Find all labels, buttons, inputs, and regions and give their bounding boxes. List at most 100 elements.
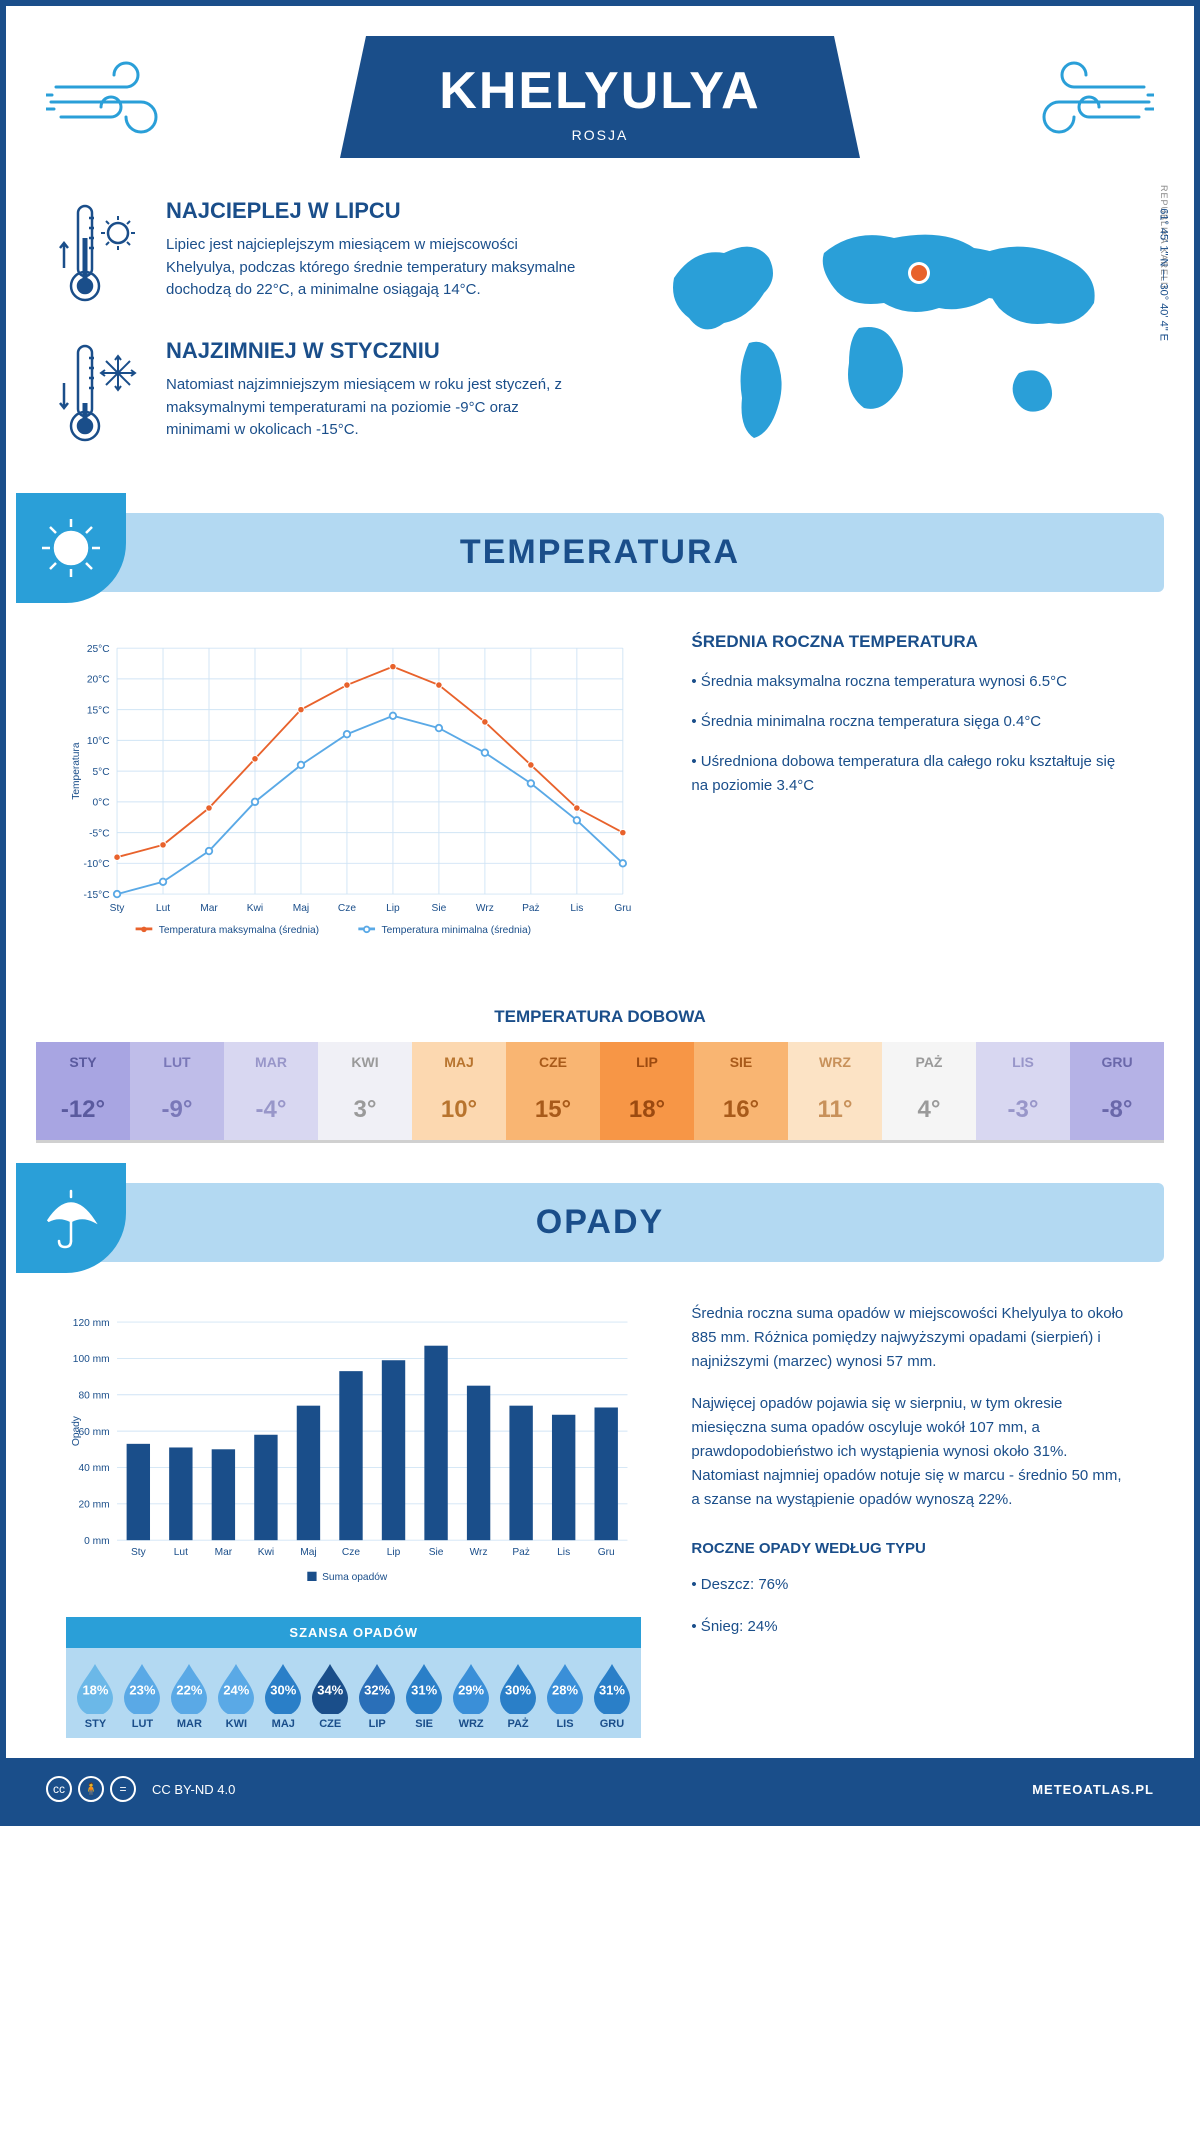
svg-text:40 mm: 40 mm [78,1463,109,1474]
license-text: CC BY-ND 4.0 [152,1782,235,1797]
chance-cell: 23% LUT [119,1660,166,1730]
wind-icon-right [1014,47,1154,147]
precip-snow: • Śnieg: 24% [691,1615,1134,1639]
chance-cell: 34% CZE [307,1660,354,1730]
month-cell: STY-12° [36,1042,130,1140]
svg-text:80 mm: 80 mm [78,1390,109,1401]
svg-text:15°C: 15°C [87,705,110,716]
svg-text:-10°C: -10°C [83,859,109,870]
wind-icon-left [46,47,186,147]
svg-text:Maj: Maj [300,1547,316,1558]
svg-text:Temperatura maksymalna (średni: Temperatura maksymalna (średnia) [159,925,319,936]
month-cell: LUT-9° [130,1042,224,1140]
umbrella-icon [16,1163,126,1273]
svg-text:Cze: Cze [338,903,356,914]
chance-cell: 22% MAR [166,1660,213,1730]
month-cell: KWI3° [318,1042,412,1140]
precipitation-bar-chart: 0 mm20 mm40 mm60 mm80 mm100 mm120 mmOpad… [66,1302,641,1607]
raindrop-icon: 23% [120,1660,164,1714]
svg-text:Mar: Mar [200,903,218,914]
svg-text:-15°C: -15°C [83,890,109,901]
temp-info-p1: • Średnia maksymalna roczna temperatura … [691,670,1134,694]
raindrop-icon: 28% [543,1660,587,1714]
raindrop-icon: 31% [590,1660,634,1714]
svg-text:Lip: Lip [386,903,400,914]
svg-text:0 mm: 0 mm [84,1536,109,1547]
svg-text:Lip: Lip [387,1547,401,1558]
page-subtitle: ROSJA [400,127,800,143]
svg-text:10°C: 10°C [87,736,110,747]
precipitation-heading: OPADY [56,1203,1144,1242]
license-block: cc 🧍 = CC BY-ND 4.0 [46,1776,235,1802]
coldest-text: Natomiast najzimniejszym miesiącem w rok… [166,374,584,442]
svg-text:Suma opadów: Suma opadów [322,1572,388,1583]
svg-text:-5°C: -5°C [89,828,109,839]
svg-text:Wrz: Wrz [470,1547,488,1558]
raindrop-icon: 31% [402,1660,446,1714]
world-map-block: REPUBLIKA KARELII 61° 45' 1" N — 30° 40'… [624,198,1144,483]
chance-cell: 29% WRZ [448,1660,495,1730]
month-cell: MAR-4° [224,1042,318,1140]
raindrop-icon: 32% [355,1660,399,1714]
precip-info-p2: Najwięcej opadów pojawia się w sierpniu,… [691,1392,1134,1512]
raindrop-icon: 30% [261,1660,305,1714]
temp-info-p3: • Uśredniona dobowa temperatura dla całe… [691,750,1134,798]
svg-text:Lis: Lis [570,903,583,914]
svg-text:Lis: Lis [557,1547,570,1558]
svg-text:Sty: Sty [131,1547,147,1558]
raindrop-icon: 18% [73,1660,117,1714]
thermometer-cold-icon [56,338,146,453]
svg-text:Kwi: Kwi [247,903,263,914]
month-cell: PAŻ4° [882,1042,976,1140]
chance-cell: 28% LIS [542,1660,589,1730]
svg-text:Sty: Sty [110,903,126,914]
svg-text:Temperatura minimalna (średnia: Temperatura minimalna (średnia) [382,925,531,936]
chance-of-precip-row: 18% STY 23% LUT 22% MAR 24% KWI 30% MAJ [66,1648,641,1738]
temp-info-heading: ŚREDNIA ROCZNA TEMPERATURA [691,632,1134,652]
by-icon: 🧍 [78,1776,104,1802]
svg-text:120 mm: 120 mm [73,1318,110,1329]
month-cell: SIE16° [694,1042,788,1140]
svg-text:Opady: Opady [71,1415,82,1446]
month-cell: LIS-3° [976,1042,1070,1140]
chance-cell: 30% MAJ [260,1660,307,1730]
warmest-heading: NAJCIEPLEJ W LIPCU [166,198,584,224]
chance-heading: SZANSA OPADÓW [66,1617,641,1648]
chance-cell: 31% GRU [588,1660,635,1730]
intro-section: NAJCIEPLEJ W LIPCU Lipiec jest najcieple… [6,178,1194,513]
svg-text:Kwi: Kwi [258,1547,274,1558]
svg-text:Gru: Gru [598,1547,615,1558]
svg-text:Lut: Lut [156,903,170,914]
header: KHELYULYA ROSJA [6,6,1194,178]
svg-text:100 mm: 100 mm [73,1354,110,1365]
chance-cell: 18% STY [72,1660,119,1730]
warmest-block: NAJCIEPLEJ W LIPCU Lipiec jest najcieple… [56,198,584,313]
sun-icon [16,493,126,603]
precipitation-info: Średnia roczna suma opadów w miejscowośc… [691,1302,1134,1738]
svg-text:Maj: Maj [293,903,309,914]
precip-info-p1: Średnia roczna suma opadów w miejscowośc… [691,1302,1134,1374]
svg-text:25°C: 25°C [87,644,110,655]
month-cell: LIP18° [600,1042,694,1140]
nd-icon: = [110,1776,136,1802]
site-label: METEOATLAS.PL [1032,1782,1154,1797]
precip-rain: • Deszcz: 76% [691,1573,1134,1597]
warmest-text: Lipiec jest najcieplejszym miesiącem w m… [166,234,584,302]
raindrop-icon: 34% [308,1660,352,1714]
svg-text:0°C: 0°C [93,798,110,809]
month-cell: WRZ11° [788,1042,882,1140]
temperature-line-chart: -15°C-10°C-5°C0°C5°C10°C15°C20°C25°CStyL… [66,632,641,957]
thermometer-hot-icon [56,198,146,313]
raindrop-icon: 24% [214,1660,258,1714]
temperature-heading: TEMPERATURA [56,533,1144,572]
month-cell: GRU-8° [1070,1042,1164,1140]
raindrop-icon: 22% [167,1660,211,1714]
svg-text:Sie: Sie [432,903,447,914]
temperature-monthly-table: STY-12° LUT-9° MAR-4° KWI3° MAJ10° CZE15… [36,1042,1164,1143]
svg-text:Lut: Lut [174,1547,188,1558]
coldest-block: NAJZIMNIEJ W STYCZNIU Natomiast najzimni… [56,338,584,453]
temperature-section-head: TEMPERATURA [36,513,1164,592]
svg-text:Gru: Gru [614,903,631,914]
title-ribbon: KHELYULYA ROSJA [340,36,860,158]
month-cell: MAJ10° [412,1042,506,1140]
